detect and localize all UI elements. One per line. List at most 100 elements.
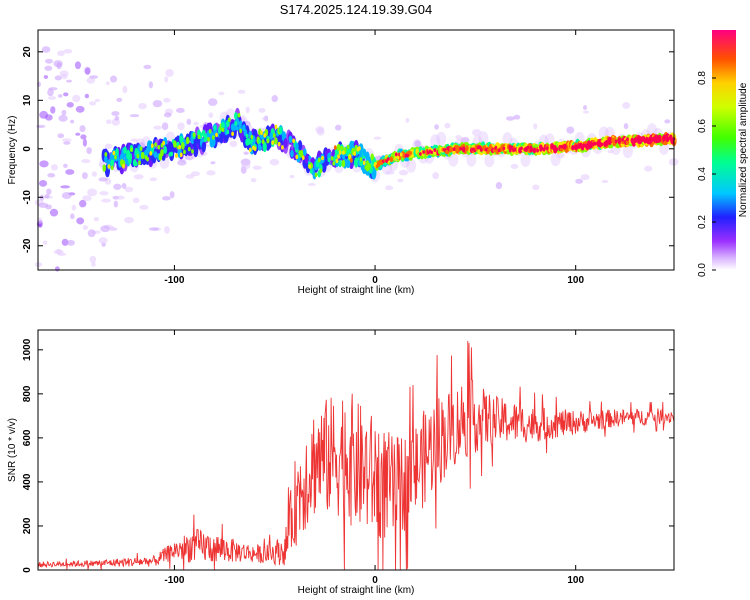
colorbar-tick-label: 0.6	[697, 119, 708, 133]
ridge-blob	[122, 163, 125, 169]
spectral-blob	[250, 177, 257, 183]
ridge-halo	[484, 153, 495, 168]
ridge-blob	[130, 147, 133, 153]
spectral-blob	[91, 261, 96, 267]
ridge-blob	[348, 154, 352, 159]
spectral-blob	[252, 165, 262, 170]
ridge-halo	[622, 144, 633, 159]
ridge-blob	[362, 160, 366, 166]
ridge-blob	[192, 132, 196, 138]
spectral-blob	[70, 213, 75, 220]
ridge-blob	[605, 141, 608, 145]
spectral-blob	[70, 119, 75, 124]
spectral-blob	[533, 123, 538, 130]
ridge-blob	[484, 147, 488, 152]
ridge-blob	[248, 147, 252, 153]
spectral-blob	[63, 92, 69, 97]
ridge-blob	[542, 147, 546, 152]
spectral-blob	[60, 185, 71, 189]
spectral-blob	[98, 177, 108, 182]
spectral-blob	[79, 125, 86, 133]
ridge-blob	[160, 149, 164, 157]
spectral-blob	[66, 239, 75, 246]
ridge-blob	[367, 162, 371, 171]
spectral-blob	[414, 140, 421, 148]
ridge-blob	[301, 155, 305, 161]
ridge-blob	[104, 152, 108, 157]
ridge-halo	[478, 131, 489, 146]
ridge-blob	[193, 143, 199, 158]
colorbar: 0.0 0.2 0.4 0.6 0.8 Normalized spectral ampl…	[697, 30, 749, 277]
spectral-blob	[432, 172, 440, 180]
spectrogram-x-label: Height of straight line (km)	[298, 285, 415, 296]
spectral-blob	[434, 124, 439, 130]
spectrogram-frame	[37, 29, 675, 271]
ridge-blob	[283, 138, 288, 149]
ridge-blob	[621, 137, 625, 142]
spectral-blob	[193, 121, 200, 126]
ridge-blob	[337, 154, 340, 159]
spectral-blob	[61, 238, 69, 246]
spectral-blob	[208, 98, 218, 107]
ridge-blob	[394, 152, 398, 157]
spectral-blob	[63, 48, 73, 54]
spectral-blob	[44, 114, 53, 121]
ridge-blob	[529, 145, 533, 150]
spectral-blob	[94, 98, 101, 103]
spectral-blob	[315, 126, 325, 134]
ridge-blob	[492, 148, 496, 153]
spectral-blob	[84, 93, 90, 99]
y-tick-label: -20	[22, 238, 33, 253]
ridge-blob	[150, 143, 154, 148]
spectral-blob	[44, 65, 53, 71]
ridge-blob	[502, 146, 506, 151]
ridge-blob	[494, 146, 498, 150]
ridge-blob	[112, 150, 116, 156]
ridge-blob	[157, 144, 161, 150]
spectral-blob	[82, 195, 92, 202]
ridge-blob	[221, 127, 225, 133]
ridge-blob	[250, 134, 254, 140]
spectral-blob	[58, 114, 68, 122]
ridge-blob	[645, 139, 649, 144]
ridge-blob	[359, 157, 363, 162]
y-tick-label: 10	[22, 94, 33, 106]
ridge-halo	[646, 123, 657, 138]
spectral-blob	[472, 129, 482, 137]
spectral-blob	[460, 136, 470, 144]
spectrogram-y-ticks: 20 10 0 -10 -20	[22, 46, 674, 253]
spectral-blob	[87, 229, 96, 238]
ridge-blob	[333, 145, 337, 150]
ridge-blob	[178, 144, 182, 150]
spectral-blob	[66, 79, 73, 83]
spectral-blob	[82, 225, 89, 230]
spectral-blob	[50, 106, 56, 114]
spectral-blob	[60, 73, 68, 80]
spectral-blob	[373, 136, 382, 140]
spectral-blob	[78, 199, 87, 208]
ridge-blob	[288, 135, 293, 144]
spectral-blob	[175, 107, 185, 113]
spectral-blob	[622, 101, 631, 109]
spectral-blob	[495, 181, 503, 190]
ridge-blob	[563, 143, 567, 150]
spectral-blob	[86, 147, 92, 155]
ridge-blob	[321, 155, 324, 161]
ridge-blob	[332, 161, 336, 166]
spectral-blob	[50, 164, 58, 171]
spectral-blob	[334, 124, 342, 131]
spectral-blob	[82, 138, 87, 147]
ridge-blob	[134, 161, 138, 167]
y-tick-label: 400	[22, 473, 33, 490]
ridge-blob	[341, 159, 346, 168]
ridge-blob	[446, 146, 450, 151]
ridge-halo	[406, 158, 417, 173]
ridge-blob	[618, 140, 621, 145]
ridge-blob	[433, 148, 437, 152]
colorbar-tick-label: 0.4	[697, 167, 708, 181]
ridge-blob	[274, 124, 278, 130]
ridge-halo	[436, 131, 447, 146]
spectral-blob	[86, 77, 96, 84]
